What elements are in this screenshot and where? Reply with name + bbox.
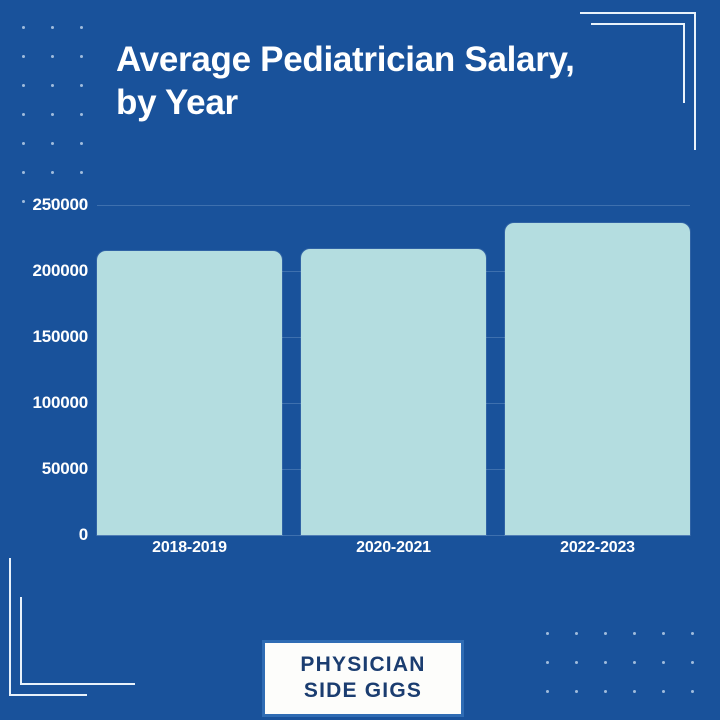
bracket-line-horizontal-outer xyxy=(9,694,87,696)
decorative-dot xyxy=(80,113,83,116)
decorative-dot xyxy=(80,171,83,174)
bracket-line-vertical-inner xyxy=(20,597,22,685)
decorative-dot xyxy=(633,661,636,664)
decorative-dot xyxy=(51,142,54,145)
y-axis-tick-label: 50000 xyxy=(41,459,88,478)
y-axis-tick-label: 150000 xyxy=(32,327,88,346)
decorative-dot xyxy=(633,632,636,635)
bar-series xyxy=(97,205,690,535)
decorative-dot xyxy=(80,26,83,29)
decorative-dot xyxy=(546,632,549,635)
bracket-line-vertical-outer xyxy=(9,558,11,696)
dot-grid-bottom-right-decoration xyxy=(546,632,720,719)
decorative-dot xyxy=(691,632,694,635)
decorative-dot xyxy=(604,661,607,664)
chart-title: Average Pediatrician Salary, by Year xyxy=(116,40,575,123)
decorative-dot xyxy=(691,661,694,664)
decorative-dot xyxy=(575,632,578,635)
decorative-dot xyxy=(22,171,25,174)
decorative-dot xyxy=(80,142,83,145)
decorative-dot xyxy=(22,113,25,116)
brand-logo-line-2: SIDE GIGS xyxy=(303,678,423,702)
decorative-dot xyxy=(546,661,549,664)
x-axis: 2018-2019 2020-2021 2022-2023 xyxy=(97,539,690,557)
decorative-dot xyxy=(604,690,607,693)
y-axis-tick-label: 100000 xyxy=(32,393,88,412)
decorative-dot xyxy=(22,142,25,145)
decorative-dot xyxy=(22,26,25,29)
decorative-dot xyxy=(51,113,54,116)
decorative-dot xyxy=(575,661,578,664)
bracket-line-horizontal-inner xyxy=(591,23,685,25)
bar-2018-2019[interactable] xyxy=(97,251,282,535)
decorative-dot xyxy=(546,690,549,693)
decorative-dot xyxy=(22,84,25,87)
plot-area xyxy=(97,205,690,536)
bar-2020-2021[interactable] xyxy=(301,249,486,535)
decorative-dot xyxy=(51,171,54,174)
decorative-dot xyxy=(575,690,578,693)
decorative-dot xyxy=(51,26,54,29)
gridline xyxy=(97,205,690,206)
brand-logo: PHYSICIAN SIDE GIGS xyxy=(262,640,464,718)
corner-bracket-bottom-left-decoration xyxy=(0,558,150,720)
decorative-dot xyxy=(51,55,54,58)
decorative-dot xyxy=(633,690,636,693)
decorative-dot xyxy=(691,690,694,693)
bracket-line-vertical-outer xyxy=(694,12,696,150)
bar-2022-2023[interactable] xyxy=(505,222,690,535)
y-axis-tick-label: 200000 xyxy=(32,261,88,280)
y-axis-tick-label: 0 xyxy=(78,525,88,544)
decorative-dot xyxy=(662,661,665,664)
y-axis-tick-label: 250000 xyxy=(32,195,88,214)
decorative-dot xyxy=(51,84,54,87)
decorative-dot xyxy=(604,632,607,635)
decorative-dot xyxy=(80,55,83,58)
x-axis-tick-label: 2018-2019 xyxy=(152,539,227,556)
bracket-line-horizontal-outer xyxy=(580,12,696,14)
brand-logo-line-1: PHYSICIAN xyxy=(300,653,426,676)
bracket-line-horizontal-inner xyxy=(20,683,135,685)
x-axis-tick-label: 2022-2023 xyxy=(560,539,635,556)
gridline xyxy=(97,535,690,536)
y-axis: 0 50000 100000 150000 200000 250000 xyxy=(0,195,88,544)
decorative-dot xyxy=(80,84,83,87)
decorative-dot xyxy=(662,632,665,635)
x-axis-tick-label: 2020-2021 xyxy=(356,539,431,556)
decorative-dot xyxy=(662,690,665,693)
decorative-dot xyxy=(22,200,25,203)
decorative-dot xyxy=(22,55,25,58)
